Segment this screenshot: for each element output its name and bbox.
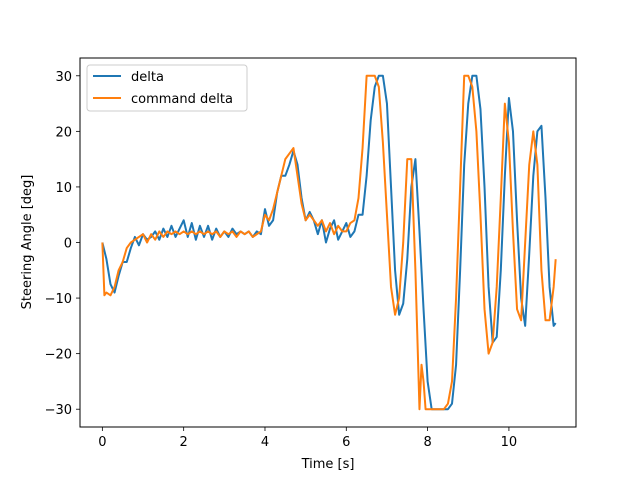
x-tick-label: 6 [342, 435, 350, 450]
plot-area [79, 57, 577, 428]
y-tick-label: −20 [45, 348, 72, 363]
x-tick-label: 10 [501, 435, 518, 450]
series-line-delta [101, 74, 557, 411]
legend-box [86, 64, 248, 112]
legend: delta command delta [86, 64, 248, 112]
x-tick-label: 8 [423, 435, 431, 450]
y-axis-label: Steering Angle [deg] [20, 175, 35, 310]
x-axis-label: Time [s] [301, 457, 355, 472]
series-line-command-delta [101, 74, 557, 411]
y-tick-label: 10 [55, 181, 72, 196]
y-tick-label: −10 [45, 292, 72, 307]
x-tick-label: 0 [98, 435, 106, 450]
legend-label-delta: delta [131, 70, 164, 85]
x-tick-label: 4 [261, 435, 269, 450]
y-tick-label: −30 [45, 403, 72, 418]
x-axis: 0 2 4 6 8 10 [98, 427, 517, 450]
legend-label-command-delta: command delta [131, 92, 233, 107]
series-layer [101, 74, 557, 411]
y-tick-label: 0 [64, 237, 72, 252]
y-tick-label: 30 [55, 70, 72, 85]
y-tick-label: 20 [55, 125, 72, 140]
y-axis: −30 −20 −10 0 10 20 30 [45, 70, 80, 418]
x-tick-label: 2 [180, 435, 188, 450]
